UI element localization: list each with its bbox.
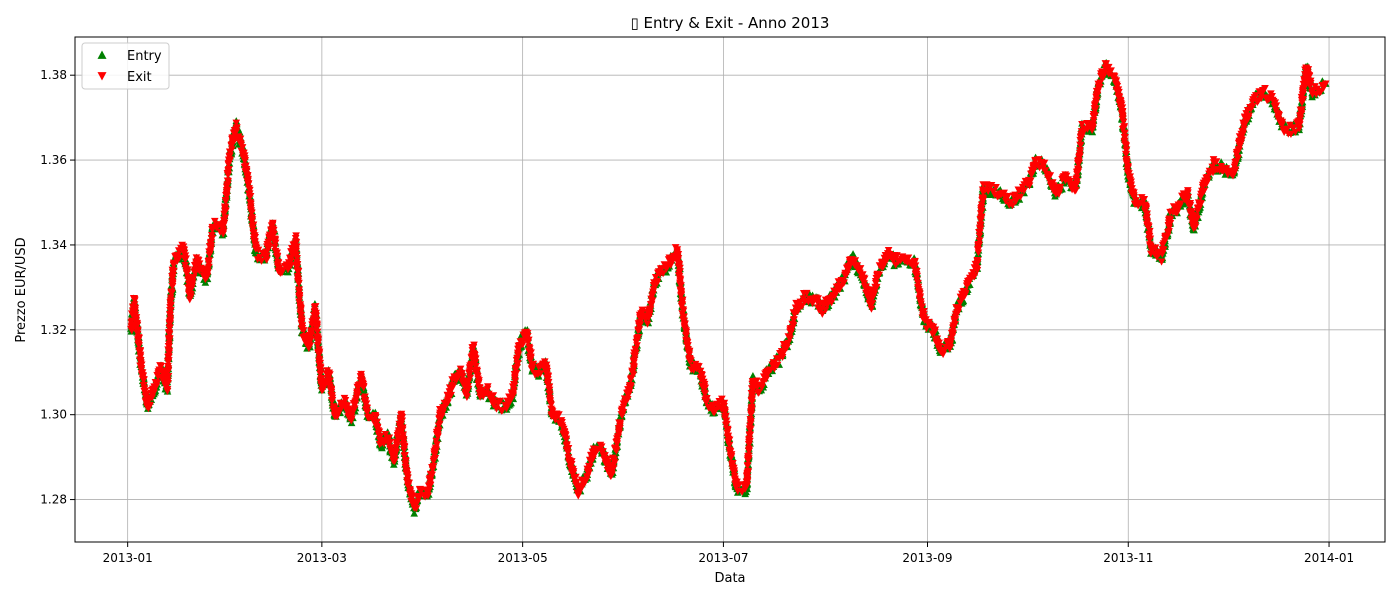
legend-exit-label: Exit: [127, 70, 152, 85]
y-tick-label: 1.34: [40, 238, 67, 252]
legend-entry-marker: [97, 50, 107, 59]
legend-exit-marker: [97, 72, 107, 81]
x-tick-label: 2013-09: [902, 551, 952, 565]
legend-entry-label: Entry: [127, 49, 162, 64]
x-tick-label: 2013-05: [498, 551, 548, 565]
y-tick-label: 1.38: [40, 68, 67, 82]
y-tick-label: 1.30: [40, 408, 67, 422]
exit-markers: [127, 60, 1330, 513]
y-tick-label: 1.28: [40, 493, 67, 507]
y-tick-label: 1.32: [40, 323, 67, 337]
y-axis-label: Prezzo EUR/USD: [14, 237, 29, 342]
x-tick-label: 2013-11: [1103, 551, 1153, 565]
ticks-layer: 2013-01 2013-03 2013-05 2013-07 2013-09 2013-…: [40, 68, 1354, 565]
y-tick-label: 1.36: [40, 153, 67, 167]
x-tick-label: 2013-01: [103, 551, 153, 565]
x-tick-label: 2013-03: [297, 551, 347, 565]
plot-area-frame: [74, 36, 1386, 543]
x-tick-label: 2013-07: [698, 551, 748, 565]
points-layer: [127, 58, 1330, 517]
chart-title: ▯ Entry & Exit - Anno 2013: [631, 14, 830, 32]
legend: Entry Exit: [81, 42, 170, 90]
x-axis-label: Data: [714, 571, 745, 586]
x-tick-label: 2014-01: [1304, 551, 1354, 565]
